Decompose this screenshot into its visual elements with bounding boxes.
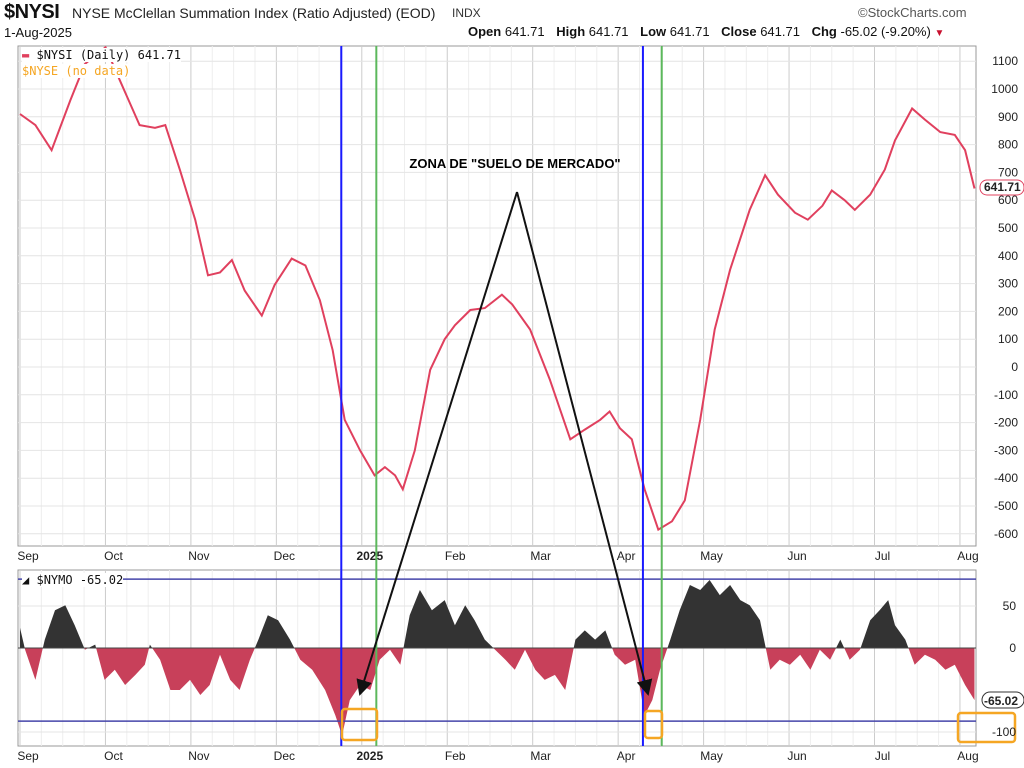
y-tick-label: 1100: [992, 54, 1018, 68]
area-icon: ◢: [22, 573, 30, 587]
high-label: High: [556, 24, 586, 39]
low-value: 641.71: [669, 24, 710, 39]
x-tick-label: May: [700, 749, 723, 763]
y-tick-label: 100: [998, 332, 1018, 346]
nysi-legend: ▬ $NYSI (Daily) 641.71: [22, 48, 181, 62]
highlight-box: [956, 711, 1017, 744]
x-tick-label: May: [700, 549, 723, 563]
x-tick-label: Mar: [530, 749, 551, 763]
chg-label: Chg: [811, 24, 837, 39]
x-tick-label: Feb: [445, 749, 466, 763]
nymo-positive-area: [20, 580, 975, 648]
low-label: Low: [640, 24, 667, 39]
exchange: INDX: [452, 6, 481, 20]
x-tick-label: Jul: [875, 749, 890, 763]
legend-swatch-icon: ▬: [22, 48, 30, 62]
annotation-arrow: [516, 191, 653, 696]
nysi-last-value-tag: [979, 179, 1024, 196]
nymo-negative-area: [20, 648, 975, 736]
symbol: $NYSI: [4, 1, 60, 23]
highlight-box: [643, 709, 664, 740]
x-tick-label: Apr: [617, 549, 636, 563]
nymo-legend-label: $NYMO -65.02: [36, 573, 124, 587]
nymo-last-value-tag: [981, 691, 1024, 709]
x-tick-label: 2025: [356, 749, 383, 763]
annotation-text: ZONA DE "SUELO DE MERCADO": [409, 156, 620, 171]
y-tick-label: 0: [1009, 641, 1016, 655]
y-tick-label: 600: [998, 193, 1018, 207]
y-tick-label: 1000: [991, 82, 1018, 96]
x-tick-label: Jun: [787, 749, 806, 763]
y-tick-label: 400: [998, 249, 1018, 263]
y-tick-label: 700: [998, 165, 1018, 179]
highlight-box: [340, 707, 379, 742]
x-tick-label: Jul: [875, 549, 890, 563]
y-tick-label: -200: [994, 416, 1018, 430]
y-tick-label: -500: [994, 499, 1018, 513]
nysi-legend-label: $NYSI (Daily) 641.71: [36, 48, 181, 62]
x-tick-label: Sep: [17, 749, 39, 763]
ohlc-bar: Open 641.71 High 641.71 Low 641.71 Close…: [468, 24, 944, 39]
y-tick-label: -100: [994, 388, 1018, 402]
y-tick-label: 900: [998, 110, 1018, 124]
y-tick-label: 200: [998, 304, 1018, 318]
high-value: 641.71: [588, 24, 629, 39]
x-tick-label: Aug: [957, 749, 978, 763]
chart-date: 1-Aug-2025: [4, 25, 72, 40]
open-label: Open: [468, 24, 502, 39]
open-value: 641.71: [504, 24, 545, 39]
y-tick-label: 800: [998, 138, 1018, 152]
nysi-line: [19, 46, 976, 532]
close-label: Close: [721, 24, 757, 39]
x-tick-label: Dec: [274, 749, 295, 763]
x-tick-label: Sep: [17, 549, 39, 563]
nyse-legend-label: $NYSE (no data): [22, 64, 131, 78]
y-tick-label: 0: [1011, 360, 1018, 374]
y-tick-label: -400: [994, 471, 1018, 485]
nymo-level-label: -100: [992, 725, 1016, 739]
nysi-panel: [17, 45, 977, 547]
x-tick-label: Feb: [445, 549, 466, 563]
brand-link[interactable]: ©StockCharts.com: [858, 5, 967, 20]
nymo-legend: ◢ $NYMO -65.02: [22, 573, 124, 587]
x-tick-label: 2025: [356, 549, 383, 563]
x-tick-label: Jun: [787, 549, 806, 563]
y-tick-label: -300: [994, 443, 1018, 457]
chg-value: -65.02 (-9.20%): [840, 24, 931, 39]
close-value: 641.71: [760, 24, 800, 39]
x-tick-label: Apr: [617, 749, 636, 763]
x-tick-label: Nov: [188, 749, 209, 763]
x-tick-label: Oct: [104, 749, 123, 763]
y-tick-label: 50: [1003, 599, 1017, 613]
x-tick-label: Mar: [530, 549, 551, 563]
y-tick-label: 300: [998, 277, 1018, 291]
nysi-last-value: 641.71: [984, 180, 1021, 194]
annotation-arrow: [356, 191, 518, 696]
nymo-last-value: -65.02: [984, 694, 1018, 708]
y-tick-label: -600: [994, 527, 1018, 541]
down-arrow-icon: ▼: [934, 28, 945, 39]
x-tick-label: Aug: [957, 549, 978, 563]
x-tick-label: Dec: [274, 549, 295, 563]
x-tick-label: Oct: [104, 549, 123, 563]
x-tick-label: Nov: [188, 549, 209, 563]
y-tick-label: 500: [998, 221, 1018, 235]
chart-title: NYSE McClellan Summation Index (Ratio Ad…: [72, 5, 436, 21]
